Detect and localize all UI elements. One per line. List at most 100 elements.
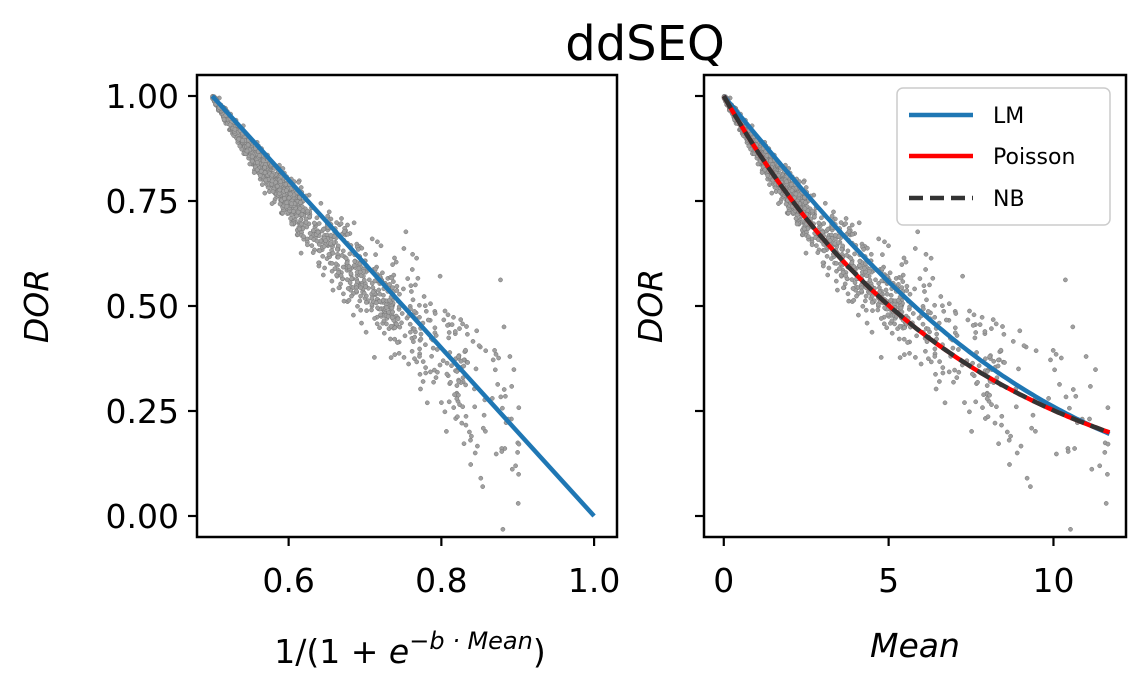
- scatter-point: [372, 355, 377, 360]
- scatter-point: [455, 414, 460, 420]
- scatter-point: [433, 333, 439, 338]
- right-plot-frame: [702, 73, 1128, 539]
- scatter-point: [1058, 355, 1064, 361]
- scatter-point: [349, 276, 354, 282]
- scatter-point: [924, 339, 930, 345]
- right-x-axis-label: Mean: [870, 626, 960, 665]
- scatter-point: [326, 209, 332, 215]
- left-xlabel-base: e: [389, 632, 409, 671]
- scatter-point: [277, 201, 283, 207]
- scatter-point: [914, 333, 919, 339]
- scatter-point: [845, 248, 851, 254]
- scatter-point: [358, 293, 363, 299]
- scatter-point: [907, 350, 912, 356]
- scatter-point: [1000, 324, 1005, 329]
- scatter-point: [463, 347, 468, 353]
- scatter-point: [802, 200, 808, 205]
- scatter-point: [877, 289, 882, 295]
- scatter-point: [401, 246, 407, 251]
- scatter-point: [905, 340, 910, 345]
- scatter-point: [442, 308, 448, 314]
- scatter-point: [473, 366, 479, 372]
- scatter-point: [882, 305, 887, 311]
- scatter-point: [417, 314, 422, 320]
- scatter-point: [873, 277, 878, 283]
- scatter-point: [409, 289, 414, 294]
- scatter-point: [417, 371, 423, 377]
- scatter-point: [423, 370, 429, 376]
- scatter-point: [515, 501, 521, 506]
- scatter-point: [375, 239, 380, 245]
- scatter-point: [299, 212, 305, 217]
- scatter-point: [803, 250, 809, 256]
- scatter-point: [356, 265, 362, 271]
- scatter-point: [981, 392, 986, 398]
- scatter-point: [269, 201, 275, 206]
- scatter-point: [1002, 360, 1007, 365]
- scatter-point: [500, 526, 506, 532]
- scatter-point: [509, 384, 515, 389]
- scatter-point: [307, 214, 313, 220]
- scatter-point: [412, 356, 417, 362]
- scatter-point: [232, 126, 238, 132]
- scatter-point: [516, 441, 522, 447]
- scatter-point: [420, 379, 426, 384]
- scatter-point: [980, 405, 985, 410]
- scatter-point: [288, 191, 293, 197]
- scatter-point: [861, 265, 867, 271]
- scatter-point: [848, 255, 854, 261]
- scatter-point: [363, 251, 368, 257]
- scatter-point: [424, 400, 430, 406]
- scatter-point: [338, 281, 343, 287]
- scatter-point: [845, 291, 851, 297]
- scatter-point: [854, 293, 859, 299]
- scatter-point: [1054, 451, 1059, 457]
- scatter-point: [994, 404, 999, 410]
- scatter-point: [240, 138, 245, 143]
- scatter-point: [364, 308, 369, 313]
- scatter-point: [815, 250, 821, 255]
- left-y-axis-label: DOR: [17, 269, 56, 343]
- scatter-point: [339, 252, 345, 258]
- scatter-point: [423, 308, 429, 314]
- scatter-point: [904, 288, 910, 293]
- scatter-point: [1063, 394, 1069, 400]
- scatter-point: [996, 357, 1001, 363]
- left-panel: 0.00 0.25 0.50 0.75 1.00 0.6 0.8 1.0 DOR 1/(1 …: [17, 73, 620, 671]
- scatter-point: [389, 315, 395, 320]
- scatter-point: [321, 226, 326, 232]
- scatter-point: [846, 229, 852, 234]
- scatter-point: [442, 409, 448, 415]
- scatter-point: [378, 243, 384, 249]
- scatter-point: [912, 246, 918, 251]
- scatter-point: [793, 191, 799, 197]
- scatter-point: [500, 405, 505, 411]
- scatter-point: [289, 221, 295, 227]
- scatter-point: [925, 309, 931, 314]
- scatter-point: [933, 386, 939, 392]
- scatter-point: [993, 321, 999, 327]
- scatter-point: [889, 318, 895, 324]
- scatter-point: [393, 259, 399, 265]
- scatter-point: [923, 251, 929, 257]
- scatter-point: [299, 221, 304, 227]
- scatter-point: [765, 173, 770, 178]
- scatter-point: [286, 195, 292, 201]
- scatter-point: [862, 298, 868, 304]
- scatter-point: [227, 122, 233, 128]
- scatter-point: [835, 287, 840, 293]
- scatter-point: [269, 172, 275, 178]
- scatter-point: [827, 238, 833, 244]
- scatter-point: [1029, 425, 1034, 431]
- scatter-point: [373, 300, 379, 306]
- scatter-point: [932, 302, 937, 308]
- p1-xtick-label: 5: [878, 561, 899, 600]
- scatter-point: [318, 200, 324, 206]
- scatter-point: [414, 255, 419, 261]
- scatter-point: [816, 220, 822, 226]
- scatter-point: [448, 379, 453, 385]
- scatter-point: [381, 318, 387, 324]
- scatter-point: [439, 400, 444, 405]
- scatter-point: [801, 179, 806, 185]
- scatter-point: [437, 362, 443, 368]
